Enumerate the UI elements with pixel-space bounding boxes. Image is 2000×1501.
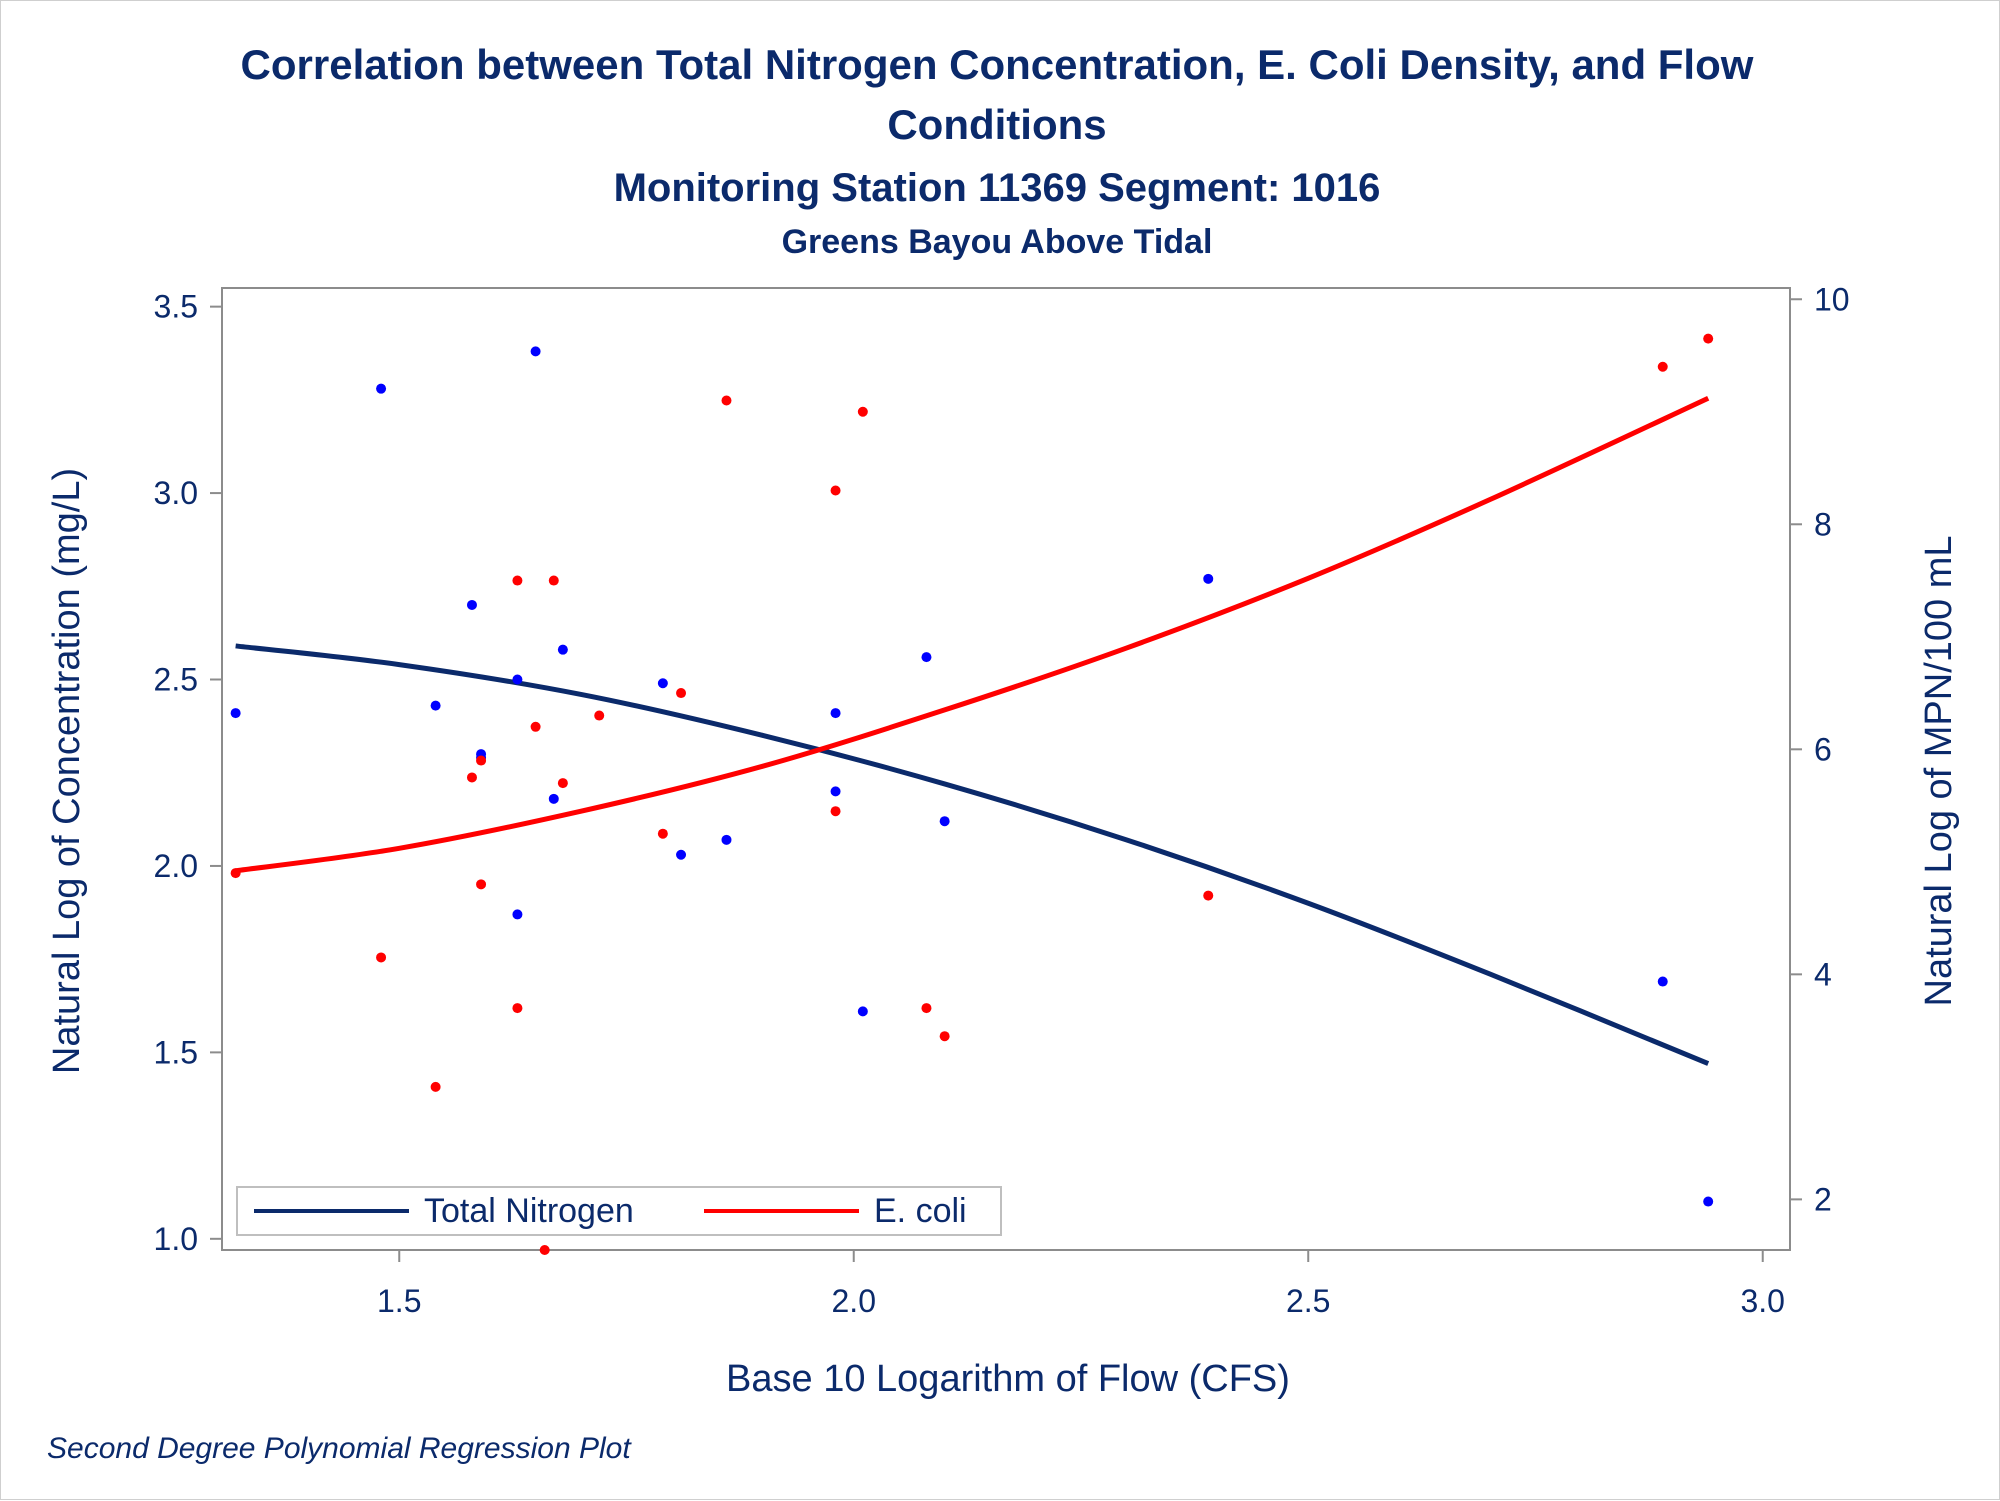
point-total-nitrogen [676,849,687,860]
point-ecoli [594,710,605,721]
point-total-nitrogen [921,652,932,663]
point-ecoli [676,688,687,699]
point-ecoli [466,772,477,783]
y2-tick-label: 6 [1814,731,1832,767]
point-total-nitrogen [376,383,387,394]
y-tick-label: 2.0 [154,848,198,884]
y-axis-label: Natural Log of Concentration (mg/L) [46,468,88,1074]
point-ecoli [530,721,541,732]
point-ecoli [512,575,523,586]
point-ecoli [430,1081,441,1092]
point-total-nitrogen [512,909,523,920]
y-axis-right: 2 4 6 8 10 [1790,281,1850,1217]
point-total-nitrogen [657,678,668,689]
legend-label-ecoli: E. coli [874,1192,967,1230]
point-total-nitrogen [466,599,477,610]
y2-tick-label: 2 [1814,1181,1832,1217]
y-axis-left: 1.0 1.5 2.0 2.5 3.0 3.5 [154,289,222,1257]
x-tick-label: 1.5 [377,1283,421,1319]
point-ecoli [1203,890,1214,901]
chart-subtitle: Monitoring Station 11369 Segment: 1016 [614,166,1381,210]
footnote: Second Degree Polynomial Regression Plot [47,1432,632,1465]
point-total-nitrogen [548,793,559,804]
x-axis: 1.5 2.0 2.5 3.0 [377,1250,1785,1319]
chart-title-line2: Conditions [887,101,1106,148]
x-tick-label: 2.0 [832,1283,876,1319]
chart-subtitle2: Greens Bayou Above Tidal [782,223,1213,261]
y-tick-label: 3.5 [154,289,198,325]
point-ecoli [539,1245,550,1255]
fit-lines [235,395,1710,1066]
x-tick-label: 2.5 [1286,1283,1330,1319]
legend: Total Nitrogen E. coli [236,1186,1002,1236]
point-ecoli [476,879,487,890]
point-total-nitrogen [512,674,523,685]
y2-tick-label: 10 [1814,281,1850,317]
chart-title-line1: Correlation between Total Nitrogen Conce… [241,41,1754,88]
point-ecoli [921,1003,932,1014]
point-ecoli [657,828,668,839]
point-ecoli [376,952,387,963]
y2-tick-label: 8 [1814,506,1832,542]
point-total-nitrogen [1657,976,1668,987]
x-axis-label: Base 10 Logarithm of Flow (CFS) [726,1358,1290,1400]
plot-area [221,287,1791,1251]
point-ecoli [830,806,841,817]
point-ecoli [548,575,559,586]
data-points [230,333,1714,1255]
y-tick-label: 1.5 [154,1034,198,1070]
point-ecoli [1703,333,1714,344]
fit-line-total-nitrogen [235,643,1710,1066]
fit-line-ecoli [235,395,1710,874]
y-tick-label: 2.5 [154,662,198,698]
point-total-nitrogen [530,346,541,357]
point-ecoli [230,868,241,879]
y2-axis-label: Natural Log of MPN/100 mL [1918,535,1960,1006]
point-total-nitrogen [230,708,241,719]
point-total-nitrogen [939,816,950,827]
point-total-nitrogen [830,708,841,719]
point-ecoli [557,778,568,789]
point-ecoli [1657,361,1668,372]
x-tick-label: 3.0 [1740,1283,1784,1319]
point-ecoli [476,755,487,766]
point-ecoli [857,406,868,417]
point-ecoli [939,1031,950,1042]
point-total-nitrogen [1703,1196,1714,1207]
point-total-nitrogen [430,700,441,711]
point-total-nitrogen [1203,573,1214,584]
point-ecoli [512,1003,523,1014]
point-total-nitrogen [721,834,732,845]
legend-label-total-nitrogen: Total Nitrogen [424,1192,634,1230]
point-total-nitrogen [857,1006,868,1017]
point-ecoli [830,485,841,496]
y-tick-label: 1.0 [154,1221,198,1257]
point-ecoli [721,395,732,406]
point-total-nitrogen [830,786,841,797]
y2-tick-label: 4 [1814,956,1832,992]
point-total-nitrogen [557,644,568,655]
y-tick-label: 3.0 [154,475,198,511]
